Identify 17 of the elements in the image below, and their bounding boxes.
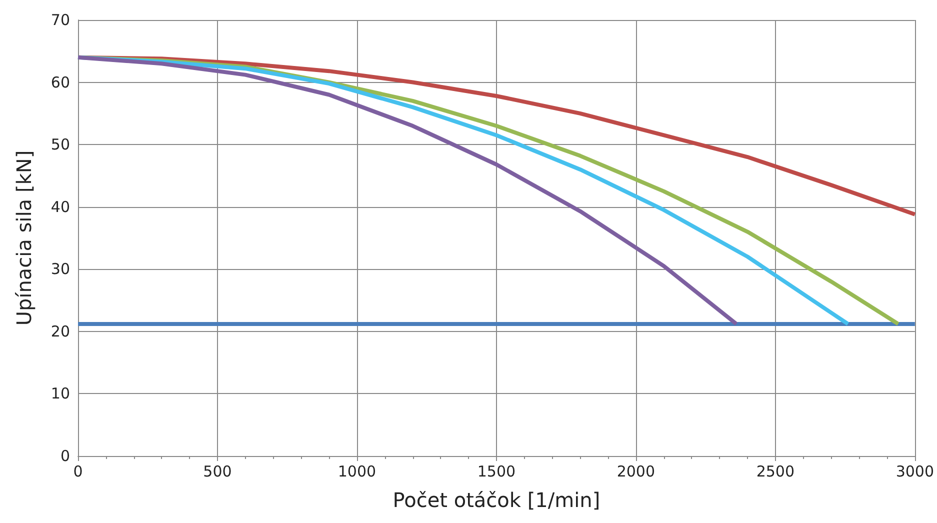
y-tick-label: 30 [50,260,70,278]
x-tick-label: 2500 [756,462,795,480]
y-tick-label: 50 [50,136,70,154]
y-tick-label: 10 [50,384,70,403]
x-tick-label: 1500 [477,462,516,480]
y-tick-label: 20 [50,322,70,340]
x-axis-title: Počet otáčok [1/min] [392,488,600,512]
y-axis-title: Upínacia sila [kN] [12,150,36,326]
y-tick-label: 0 [60,447,70,465]
x-tick-label: 500 [203,462,232,480]
x-tick-label: 0 [73,462,83,480]
x-tick-label: 1000 [338,462,376,480]
x-tick-label: 3000 [896,462,934,480]
y-tick-label: 70 [50,11,70,29]
y-tick-label: 60 [50,73,70,92]
x-tick-label: 2000 [616,462,656,480]
y-tick-label: 40 [50,198,70,216]
